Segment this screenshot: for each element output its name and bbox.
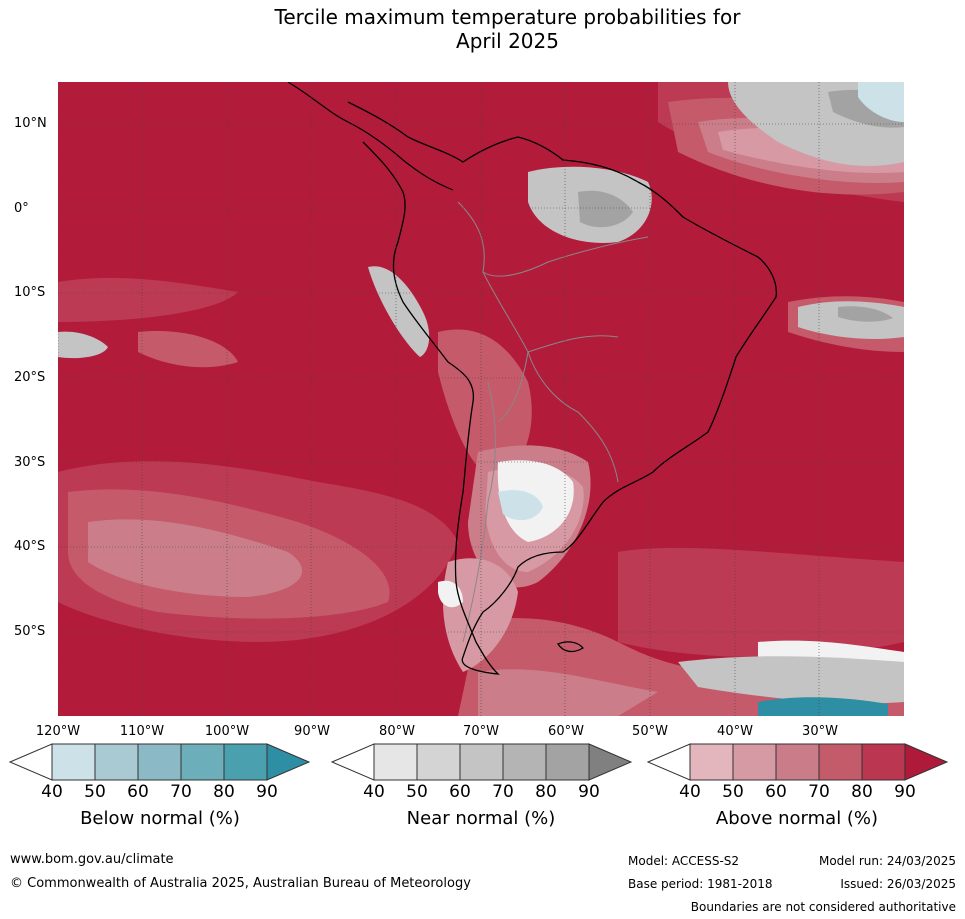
near-tick-70: 70 — [492, 782, 514, 802]
map-graphic — [58, 82, 904, 716]
below-tick-60: 60 — [127, 782, 149, 802]
lon-label-40w: 40°W — [717, 724, 753, 739]
below-swatch-0 — [9, 743, 53, 781]
above-tick-80: 80 — [851, 782, 873, 802]
falkland-islands — [557, 641, 584, 653]
above-swatch-5 — [861, 743, 906, 781]
base-period: Base period: 1981-2018 — [628, 877, 773, 891]
below-tick-80: 80 — [213, 782, 235, 802]
near-swatch-6 — [588, 743, 633, 781]
model-run-date: Model run: 24/03/2025 — [818, 854, 956, 868]
below-swatch-4 — [180, 743, 225, 781]
map-title: Tercile maximum temperature probabilitie… — [0, 5, 965, 53]
near-swatch-0 — [331, 743, 375, 781]
above-swatch-3 — [775, 743, 820, 781]
below-swatch-2 — [94, 743, 139, 781]
near-swatch-4 — [502, 743, 547, 781]
below-tick-40: 40 — [41, 782, 63, 802]
gridlines — [58, 82, 904, 716]
below-tick-50: 50 — [84, 782, 106, 802]
colorbar-below-normal — [9, 743, 311, 781]
probability-map — [58, 82, 904, 716]
above-swatch-2 — [732, 743, 777, 781]
lon-label-110w: 110°W — [119, 724, 165, 739]
title-line-1: Tercile maximum temperature probabilitie… — [274, 5, 741, 29]
website-link[interactable]: www.bom.gov.au/climate — [10, 852, 174, 867]
boundaries-disclaimer: Boundaries are not considered authoritat… — [690, 900, 956, 914]
above-swatch-1 — [689, 743, 734, 781]
below-swatch-3 — [137, 743, 182, 781]
title-line-2: April 2025 — [456, 29, 559, 53]
lon-label-80w: 80°W — [379, 724, 415, 739]
below-swatch-5 — [223, 743, 268, 781]
near-tick-40: 40 — [363, 782, 385, 802]
model-name: Model: ACCESS-S2 — [628, 854, 740, 868]
near-swatch-3 — [459, 743, 504, 781]
above-swatch-0 — [647, 743, 691, 781]
lon-label-70w: 70°W — [463, 724, 499, 739]
near-swatch-2 — [416, 743, 461, 781]
copyright-text: © Commonwealth of Australia 2025, Austra… — [10, 876, 471, 891]
below-normal-high-areas — [758, 697, 888, 716]
lat-label-0: 0° — [14, 201, 29, 216]
lat-label-20s: 20°S — [14, 370, 46, 385]
lon-label-60w: 60°W — [548, 724, 584, 739]
colorbar-near-normal — [331, 743, 633, 781]
above-tick-70: 70 — [808, 782, 830, 802]
lat-label-30s: 30°S — [14, 455, 46, 470]
country-borders — [457, 201, 649, 643]
central-america-coastline — [287, 82, 454, 191]
below-swatch-6 — [266, 743, 311, 781]
above-swatch-4 — [818, 743, 863, 781]
lat-label-50s: 50°S — [14, 624, 46, 639]
below-tick-90: 90 — [256, 782, 278, 802]
issued-date: Issued: 26/03/2025 — [840, 877, 956, 891]
near-tick-50: 50 — [406, 782, 428, 802]
above-swatch-6 — [904, 743, 949, 781]
south-america-coastline — [347, 101, 777, 675]
lon-label-50w: 50°W — [632, 724, 668, 739]
above-tick-50: 50 — [722, 782, 744, 802]
near-tick-80: 80 — [535, 782, 557, 802]
above-tick-40: 40 — [679, 782, 701, 802]
lon-label-30w: 30°W — [802, 724, 838, 739]
lon-label-90w: 90°W — [294, 724, 330, 739]
below-swatch-1 — [51, 743, 96, 781]
below-normal-label: Below normal (%) — [80, 808, 240, 829]
lat-label-40s: 40°S — [14, 539, 46, 554]
near-normal-label: Near normal (%) — [406, 808, 556, 829]
near-swatch-5 — [545, 743, 590, 781]
near-swatch-1 — [373, 743, 418, 781]
near-tick-60: 60 — [449, 782, 471, 802]
below-tick-70: 70 — [170, 782, 192, 802]
above-tick-90: 90 — [894, 782, 916, 802]
lon-label-120w: 120°W — [35, 724, 81, 739]
above-normal-label: Above normal (%) — [715, 808, 879, 829]
lat-label-10s: 10°S — [14, 285, 46, 300]
colorbar-above-normal — [647, 743, 949, 781]
above-tick-60: 60 — [765, 782, 787, 802]
below-normal-areas — [498, 82, 904, 521]
lat-label-10n: 10°N — [14, 116, 47, 131]
lon-label-100w: 100°W — [204, 724, 250, 739]
near-tick-90: 90 — [578, 782, 600, 802]
